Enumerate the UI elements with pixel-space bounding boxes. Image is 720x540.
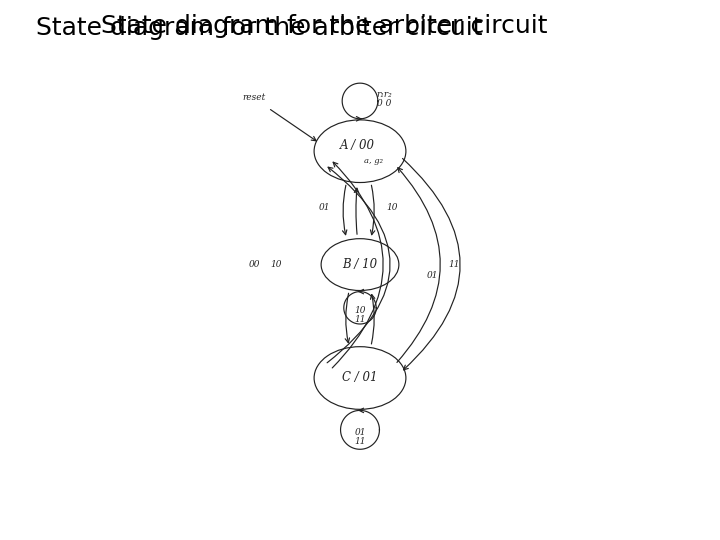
Text: 10: 10	[354, 306, 366, 315]
Text: C / 01: C / 01	[342, 372, 378, 384]
Text: 11: 11	[449, 260, 460, 269]
Text: r₁r₂: r₁r₂	[377, 90, 392, 99]
Text: 01: 01	[427, 271, 438, 280]
Text: 11: 11	[354, 315, 366, 324]
Text: 10: 10	[387, 204, 398, 212]
Text: State diagram for the arbiter circuit: State diagram for the arbiter circuit	[101, 14, 547, 37]
Text: 0 0: 0 0	[377, 99, 392, 108]
Text: 10: 10	[271, 260, 282, 269]
Text: 01: 01	[354, 428, 366, 437]
Text: 11: 11	[354, 437, 366, 446]
Text: A / 00: A / 00	[340, 139, 375, 152]
Text: 00: 00	[249, 260, 261, 269]
Text: 01: 01	[319, 204, 330, 212]
Text: State diagram for the arbiter circuit: State diagram for the arbiter circuit	[36, 16, 482, 40]
Text: reset: reset	[242, 93, 266, 102]
Text: B / 10: B / 10	[343, 258, 377, 271]
Text: a, g₂: a, g₂	[364, 157, 383, 165]
